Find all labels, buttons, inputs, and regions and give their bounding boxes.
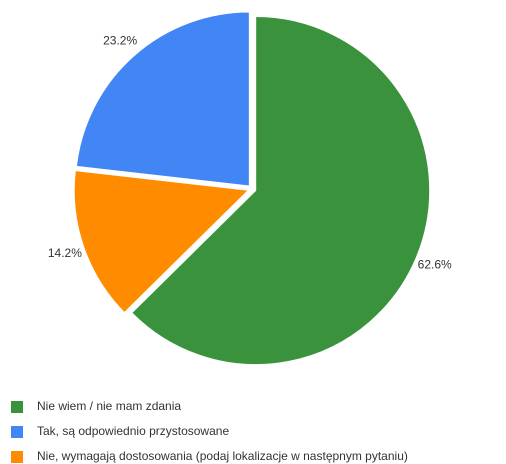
slice-label: 23.2% — [103, 33, 137, 47]
legend-swatch — [11, 401, 23, 413]
pie-slice — [73, 170, 250, 314]
pie-slice — [131, 16, 431, 366]
legend-label: Tak, są odpowiednio przystosowane — [37, 424, 229, 438]
slice-label: 14.2% — [48, 246, 82, 260]
legend-label: Nie, wymagają dostosowania (podaj lokali… — [37, 449, 408, 463]
pie-slice — [75, 11, 250, 187]
slice-label: 62.6% — [418, 258, 452, 272]
legend-swatch — [11, 426, 23, 438]
legend-swatch — [11, 451, 23, 463]
legend-label: Nie wiem / nie mam zdania — [37, 399, 181, 413]
